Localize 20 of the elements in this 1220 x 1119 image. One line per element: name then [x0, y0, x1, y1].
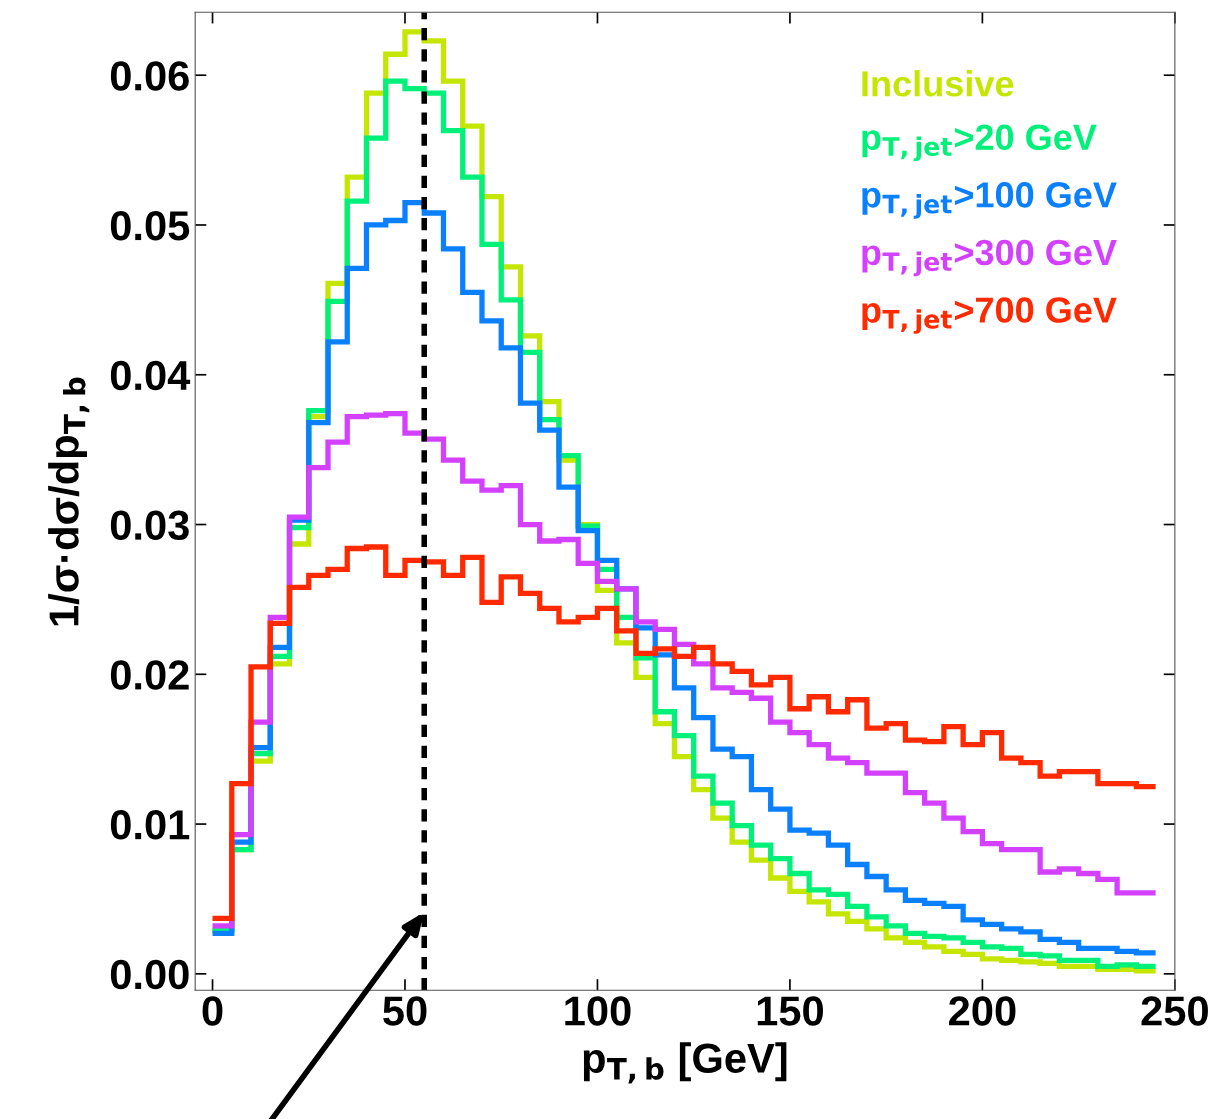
x-tick-label: 200	[949, 996, 1016, 1026]
x-tick-label: 50	[383, 996, 427, 1026]
x-axis-title: p$_{T,b}$ [GeV]	[583, 1042, 787, 1084]
y-tick-label: 0.05	[110, 210, 190, 241]
y-tick-label: 0.06	[110, 61, 189, 91]
y-tick-label: 0.03	[110, 510, 189, 541]
y-tick-label: 0.01	[110, 810, 190, 840]
y-tick-label: 0.00	[110, 959, 189, 990]
y-axis-title: 1/σ·dσ/dp$_{T,b}$	[48, 377, 90, 626]
text: p$_{T,jet}$>100 GeV	[862, 182, 1117, 219]
x-tick-label: 100	[565, 996, 631, 1026]
text: Inclusive	[862, 70, 1014, 97]
x-tick-label: 250	[1141, 996, 1208, 1026]
text: p$_{T,jet}$>20 GeV	[862, 124, 1097, 162]
y-tick-label: 0.04	[110, 360, 191, 391]
y-tick-label: 0.02	[110, 660, 189, 690]
x-tick-label: 0	[202, 996, 223, 1026]
x-tick-label: 150	[757, 996, 823, 1026]
text: p$_{T,jet}$>700 GeV	[862, 297, 1117, 334]
text: p$_{T,jet}$>300 GeV	[862, 239, 1117, 277]
